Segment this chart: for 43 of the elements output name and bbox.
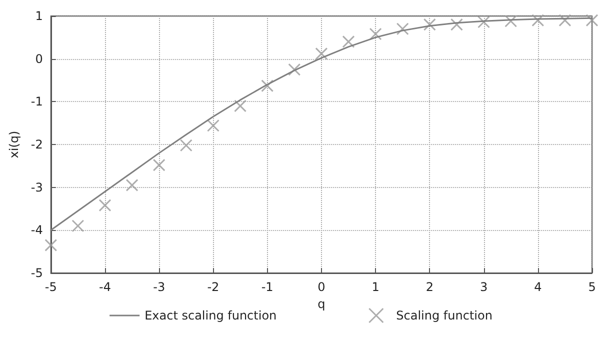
point bbox=[586, 14, 598, 27]
legend-label: Scaling function bbox=[396, 308, 492, 322]
x-tick-label: -2 bbox=[207, 280, 220, 294]
point bbox=[98, 199, 112, 212]
y-tick-label: 1 bbox=[35, 9, 43, 23]
point bbox=[423, 18, 436, 31]
point bbox=[126, 178, 138, 192]
point bbox=[261, 80, 274, 92]
point bbox=[369, 28, 382, 40]
point bbox=[44, 238, 58, 252]
x-tick-label: -3 bbox=[153, 280, 166, 294]
point bbox=[478, 16, 490, 28]
point bbox=[180, 139, 192, 152]
x-tick-label: 5 bbox=[588, 280, 596, 294]
x-tick-label: -4 bbox=[98, 280, 111, 294]
point bbox=[206, 119, 220, 132]
x-tick-label: 4 bbox=[534, 280, 542, 294]
x-tick-label: 1 bbox=[372, 280, 380, 294]
point bbox=[152, 158, 166, 172]
y-tick-label: -1 bbox=[30, 94, 43, 109]
y-tick-label: -3 bbox=[30, 180, 43, 194]
y-tick-label: -2 bbox=[30, 138, 43, 152]
point bbox=[315, 47, 328, 60]
point bbox=[288, 63, 301, 76]
point bbox=[72, 220, 84, 232]
y-tick-label: 0 bbox=[35, 52, 43, 66]
point bbox=[396, 22, 409, 36]
point bbox=[342, 35, 355, 48]
y-axis-title: xi(q) bbox=[7, 130, 21, 158]
x-tick-label: -1 bbox=[261, 280, 274, 294]
y-tick-label: -5 bbox=[30, 266, 43, 280]
x-axis-title: q bbox=[318, 296, 326, 311]
point bbox=[504, 14, 518, 28]
point bbox=[450, 18, 463, 31]
point bbox=[558, 14, 572, 27]
point bbox=[532, 14, 544, 27]
x-tick-label: 3 bbox=[480, 280, 488, 294]
x-tick-label: 2 bbox=[426, 280, 434, 294]
x-tick-label: 0 bbox=[318, 280, 326, 294]
point bbox=[234, 100, 247, 112]
y-tick-label: -4 bbox=[30, 223, 43, 238]
x-tick-label: -5 bbox=[44, 280, 57, 294]
legend-label: Exact scaling function bbox=[144, 308, 277, 322]
